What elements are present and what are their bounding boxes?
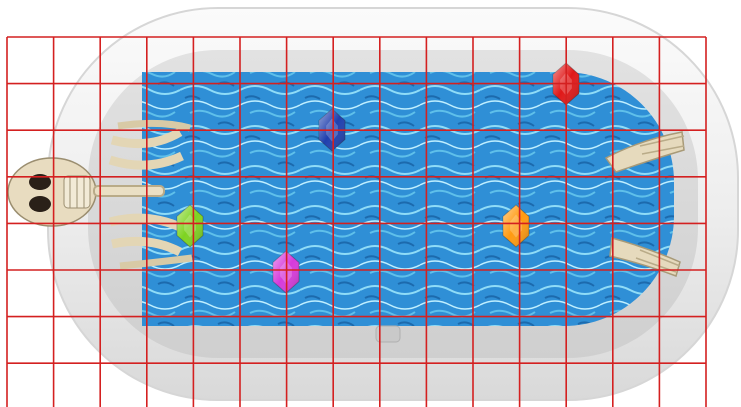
drain-icon: [375, 325, 401, 343]
bath-water-left: [142, 72, 282, 326]
skull-icon: [7, 157, 97, 227]
gem-orange-crystal-icon[interactable]: [502, 204, 530, 248]
gem-green-crystal-icon[interactable]: [176, 204, 204, 248]
board-grid: [6, 36, 707, 407]
skeleton-foot-top: [604, 131, 685, 173]
